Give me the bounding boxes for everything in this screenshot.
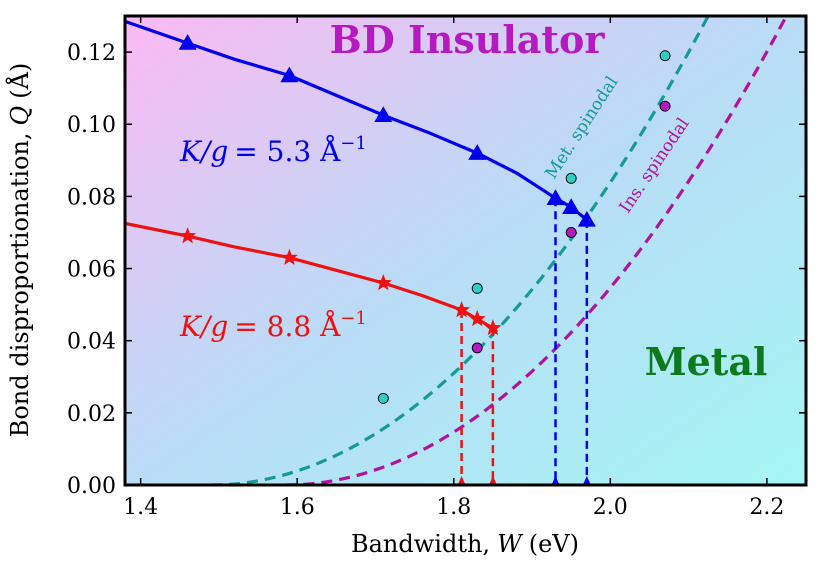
y-tick-label-6: 0.12 xyxy=(67,41,116,66)
y-axis-title-unit: (Å) xyxy=(5,63,34,99)
data-point-0-5 xyxy=(562,198,581,214)
data-point-1-1 xyxy=(280,248,298,265)
spinodal-curve-metallic xyxy=(211,16,710,485)
drop-arrow-1-1 xyxy=(488,476,497,485)
x-tick-label-0: 1.4 xyxy=(123,495,158,520)
y-axis-title-text: Bond disproportionation, xyxy=(6,132,34,437)
series-line-1 xyxy=(125,221,494,330)
data-point-0-4 xyxy=(546,189,565,205)
x-axis-title-var: W xyxy=(497,530,524,558)
series-label-k53-eq: = 5.3 Å xyxy=(234,135,341,168)
drop-arrow-0-0 xyxy=(551,476,560,485)
plot-frame xyxy=(123,14,808,487)
spinodal-point-1-0 xyxy=(471,342,483,354)
series-label-k88-eq: = 8.8 Å xyxy=(234,310,341,343)
plot-area xyxy=(125,16,789,485)
region-label-metal: Metal xyxy=(645,339,768,384)
y-tick-label-1: 0.02 xyxy=(67,402,116,427)
x-tick-label-1: 1.6 xyxy=(280,495,315,520)
x-axis-title: Bandwidth, W (eV) xyxy=(351,530,579,558)
spinodal-point-1-1 xyxy=(565,227,577,238)
series-label-k53: K/g = 5.3 Å−1 xyxy=(179,133,367,168)
ticks: 1.4 1.6 1.8 2.0 2.2 0.00 0.02 0.04 0.06 0.08 0.10 0… xyxy=(67,16,806,520)
data-point-0-6 xyxy=(577,210,596,227)
x-tick-label-4: 2.2 xyxy=(749,495,784,520)
y-tick-label-2: 0.04 xyxy=(67,330,116,355)
drop-arrow-0-1 xyxy=(582,476,591,485)
data-point-0-1 xyxy=(280,66,299,83)
spinodal-point-0-2 xyxy=(565,172,577,184)
y-axis-title: Bond disproportionation, Q (Å) xyxy=(5,63,34,438)
data-point-1-2 xyxy=(374,274,392,291)
x-tick-label-3: 2.0 xyxy=(593,495,628,520)
marker-layer xyxy=(178,34,671,485)
spinodal-point-0-3 xyxy=(659,50,671,62)
y-tick-label-3: 0.06 xyxy=(67,258,116,283)
drop-arrow-1-0 xyxy=(457,476,466,485)
data-point-0-2 xyxy=(374,106,393,122)
spinodal-point-0-1 xyxy=(471,282,483,294)
y-tick-label-5: 0.10 xyxy=(67,113,116,138)
series-label-k88-exp: −1 xyxy=(340,308,367,329)
data-point-1-4 xyxy=(468,310,486,327)
region-label-bd-insulator: BD Insulator xyxy=(330,17,606,62)
y-tick-label-4: 0.08 xyxy=(67,185,116,210)
x-axis-title-unit: (eV) xyxy=(529,530,579,558)
spinodal-point-1-2 xyxy=(659,100,671,112)
series-label-k53-exp: −1 xyxy=(340,133,367,154)
spinodal-point-0-0 xyxy=(377,392,389,404)
series-label-k88: K/g = 8.8 Å−1 xyxy=(179,308,367,343)
data-point-1-5 xyxy=(484,319,502,336)
data-point-0-0 xyxy=(178,34,197,50)
series-label-k53-lhs: K/g xyxy=(179,135,228,168)
plot-background xyxy=(125,16,806,485)
y-tick-label-0: 0.00 xyxy=(67,474,116,499)
data-point-0-3 xyxy=(468,144,487,160)
x-tick-label-2: 1.8 xyxy=(436,495,471,520)
series-label-k88-lhs: K/g xyxy=(179,310,228,343)
x-axis-title-text: Bandwidth, xyxy=(351,530,490,558)
data-point-1-0 xyxy=(179,227,197,244)
spinodal-curve-insulating xyxy=(285,16,789,485)
data-point-1-3 xyxy=(453,301,471,318)
y-axis-title-var: Q xyxy=(6,106,34,126)
